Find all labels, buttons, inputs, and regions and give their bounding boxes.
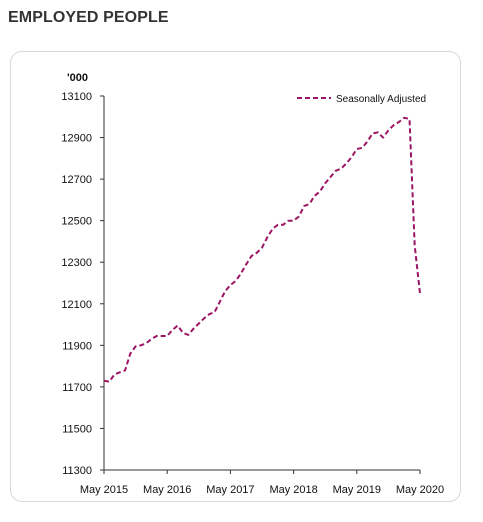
chart-card — [10, 51, 461, 502]
x-tick-label: May 2015 — [80, 484, 128, 496]
chart-axes: '000 — [67, 72, 420, 471]
chart-legend: Seasonally Adjusted — [297, 94, 426, 105]
y-tick-label: 11900 — [62, 340, 92, 352]
series-line-seasonally-adjusted — [103, 116, 421, 383]
y-tick-label: 11700 — [62, 382, 92, 394]
y-tick-label: 13100 — [61, 91, 92, 103]
y-tick-label: 11500 — [62, 423, 92, 435]
y-axis-ticks: 11300 11500 11700 11900 12100 12300 12500 12700… — [61, 91, 104, 477]
y-tick-label: 12300 — [61, 257, 92, 269]
legend-label: Seasonally Adjusted — [336, 94, 426, 105]
x-tick-label: May 2018 — [269, 484, 317, 496]
y-unit-label: '000 — [67, 72, 88, 84]
y-tick-label: 12900 — [61, 133, 92, 145]
x-tick-label: May 2017 — [206, 484, 254, 496]
y-tick-label: 12100 — [61, 299, 92, 311]
y-tick-label: 11300 — [62, 465, 92, 477]
x-axis-ticks: May 2015 May 2016 May 2017 May 2018 May 2019… — [80, 470, 444, 496]
y-tick-label: 12500 — [61, 216, 92, 228]
y-tick-label: 12700 — [61, 174, 92, 186]
x-tick-label: May 2020 — [396, 484, 444, 496]
x-tick-label: May 2016 — [143, 484, 191, 496]
page-title: EMPLOYED PEOPLE — [8, 9, 169, 26]
series-lines — [103, 116, 421, 383]
x-tick-label: May 2019 — [333, 484, 381, 496]
